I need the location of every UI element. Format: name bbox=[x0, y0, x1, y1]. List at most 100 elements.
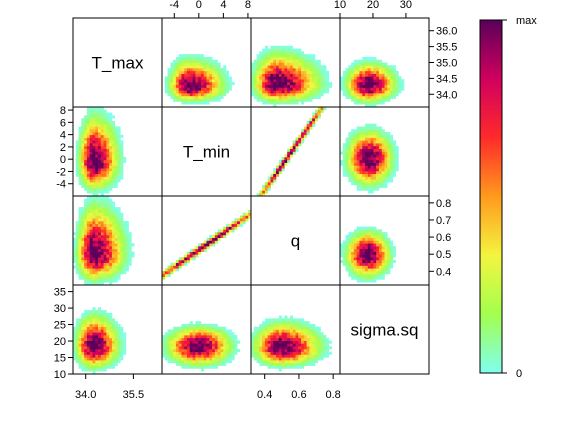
heat-cell bbox=[387, 95, 391, 99]
heat-cell bbox=[253, 337, 257, 341]
heat-cell bbox=[117, 134, 121, 138]
heat-cell bbox=[309, 337, 313, 341]
heat-cell bbox=[100, 193, 104, 197]
heat-cell bbox=[195, 84, 199, 88]
heat-cell bbox=[89, 248, 93, 252]
heat-cell bbox=[295, 48, 299, 52]
heat-cell bbox=[109, 248, 113, 252]
heat-cell bbox=[220, 326, 224, 330]
heat-cell bbox=[384, 259, 388, 264]
heat-cell bbox=[117, 268, 121, 272]
heat-cell bbox=[373, 151, 377, 155]
heat-cell bbox=[103, 237, 107, 241]
heat-cell bbox=[111, 321, 116, 325]
heat-cell bbox=[359, 62, 363, 66]
heat-cell bbox=[181, 329, 185, 333]
heat-cell bbox=[92, 226, 96, 230]
heat-cell bbox=[367, 76, 371, 80]
heat-cell bbox=[301, 354, 305, 358]
heat-cell bbox=[81, 268, 85, 272]
tick-label: 30 bbox=[54, 303, 66, 315]
heat-cell bbox=[173, 65, 177, 69]
heat-cell bbox=[370, 179, 374, 183]
heat-cell bbox=[181, 348, 185, 353]
heat-cell bbox=[351, 259, 355, 264]
heat-cell bbox=[103, 321, 107, 325]
heat-cell bbox=[281, 45, 285, 49]
heat-cell bbox=[111, 229, 116, 233]
heat-cell bbox=[106, 207, 110, 211]
heat-cell bbox=[306, 76, 310, 80]
heat-cell bbox=[89, 257, 93, 261]
heat-cell bbox=[242, 221, 246, 225]
heat-cell bbox=[187, 365, 191, 369]
heat-cell bbox=[100, 151, 104, 155]
heat-cell bbox=[320, 337, 324, 341]
heat-cell bbox=[376, 65, 380, 69]
heat-cell bbox=[117, 129, 121, 133]
heat-cell bbox=[270, 93, 274, 97]
heat-cell bbox=[181, 59, 185, 63]
heat-cell bbox=[345, 168, 349, 172]
heat-cell bbox=[384, 143, 388, 147]
heat-cell bbox=[262, 87, 266, 91]
heat-cell bbox=[378, 257, 383, 261]
heat-cell bbox=[78, 273, 82, 277]
heat-cell bbox=[367, 98, 371, 102]
heat-cell bbox=[214, 351, 218, 355]
heat-cell bbox=[264, 348, 268, 353]
heat-cell bbox=[384, 162, 388, 166]
heat-cell bbox=[273, 351, 277, 355]
heat-cell bbox=[84, 162, 88, 166]
heat-cell bbox=[281, 348, 285, 353]
heat-cell bbox=[217, 357, 221, 361]
heat-cell bbox=[98, 123, 102, 127]
heat-cell bbox=[373, 259, 377, 264]
heat-cell bbox=[86, 268, 90, 272]
heat-cell bbox=[256, 56, 260, 61]
heat-cell bbox=[92, 223, 96, 227]
heat-cell bbox=[314, 87, 319, 91]
heat-cell bbox=[195, 76, 199, 80]
heat-cell bbox=[114, 134, 118, 138]
heat-cell bbox=[100, 126, 104, 130]
heat-cell bbox=[373, 157, 377, 161]
heat-cell bbox=[356, 84, 360, 88]
heat-cell bbox=[362, 243, 366, 247]
heat-cell bbox=[264, 332, 268, 336]
heat-cell bbox=[392, 254, 396, 258]
heat-cell bbox=[292, 335, 296, 339]
heat-cell bbox=[128, 237, 132, 241]
heat-cell bbox=[123, 335, 127, 339]
heat-cell bbox=[100, 165, 104, 169]
heat-cell bbox=[317, 81, 321, 86]
heat-cell bbox=[125, 226, 129, 230]
heat-cell bbox=[348, 132, 352, 136]
heat-cell bbox=[200, 329, 205, 333]
heat-cell bbox=[314, 332, 319, 336]
heat-cell bbox=[214, 98, 218, 102]
heat-cell bbox=[89, 340, 93, 344]
heat-cell bbox=[376, 126, 380, 130]
heat-cell bbox=[287, 87, 291, 91]
heat-cell bbox=[203, 87, 207, 91]
heat-cell bbox=[262, 81, 266, 86]
heat-cell bbox=[89, 198, 93, 202]
heat-cell bbox=[278, 87, 282, 91]
heat-cell bbox=[81, 351, 85, 355]
heat-cell bbox=[312, 120, 316, 124]
heat-cell bbox=[262, 76, 266, 80]
heat-cell bbox=[184, 95, 188, 99]
heat-cell bbox=[100, 323, 104, 328]
heat-cell bbox=[342, 84, 346, 88]
heat-cell bbox=[353, 276, 357, 280]
heat-cell bbox=[98, 315, 102, 319]
heat-cell bbox=[270, 62, 274, 66]
heat-cell bbox=[103, 201, 107, 205]
heat-cell bbox=[267, 73, 271, 77]
heat-cell bbox=[378, 240, 383, 244]
heat-cell bbox=[84, 223, 88, 227]
heat-cell bbox=[270, 173, 274, 177]
heat-cell bbox=[217, 68, 221, 72]
heat-cell bbox=[256, 59, 260, 63]
